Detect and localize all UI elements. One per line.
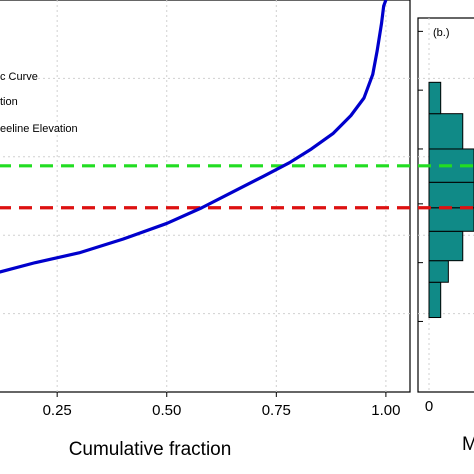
main-plot-frame — [0, 0, 411, 393]
x-axis-title: Cumulative fraction — [69, 439, 232, 460]
histogram-bar-7 — [428, 81, 442, 115]
histogram-y-ticks — [418, 30, 423, 322]
histogram-threshold-lines — [418, 164, 474, 210]
x-tick-label-2: 0.75 — [262, 402, 291, 419]
legend: c Curve tion eeline Elevation — [0, 71, 78, 135]
histogram-x-axis-title: M — [462, 434, 474, 455]
histogram-plot-frame — [417, 17, 474, 393]
x-tick-label-0: 0.25 — [43, 402, 72, 419]
histogram-bar-3 — [428, 207, 474, 232]
legend-label-green-line: tion — [0, 96, 18, 108]
histogram-bar-4 — [428, 181, 474, 209]
x-tick-label-1: 0.50 — [152, 402, 181, 419]
histogram-x-tick-label: 0 — [425, 398, 433, 415]
histogram-bar-2 — [428, 230, 464, 262]
x-tick-label-3: 1.00 — [371, 402, 400, 419]
threshold-lines — [0, 164, 410, 210]
main-grid — [0, 0, 410, 392]
histogram-bars — [428, 81, 474, 319]
main-series — [0, 0, 388, 274]
curve-line-0 — [0, 0, 388, 274]
histogram-bar-0 — [428, 281, 442, 319]
main-x-ticks: 0.25 0.50 0.75 1.00 — [43, 392, 400, 419]
histogram-bar-6 — [428, 113, 464, 150]
legend-label-curve: c Curve — [0, 71, 38, 83]
histogram-panel: (b.) 0 M — [417, 17, 474, 455]
main-panel: 0.25 0.50 0.75 1.00 Cumulative fraction c C… — [0, 0, 411, 460]
panel-tag: (b.) — [433, 27, 450, 39]
histogram-bar-1 — [428, 260, 449, 283]
legend-label-red-line: eeline Elevation — [0, 123, 78, 135]
